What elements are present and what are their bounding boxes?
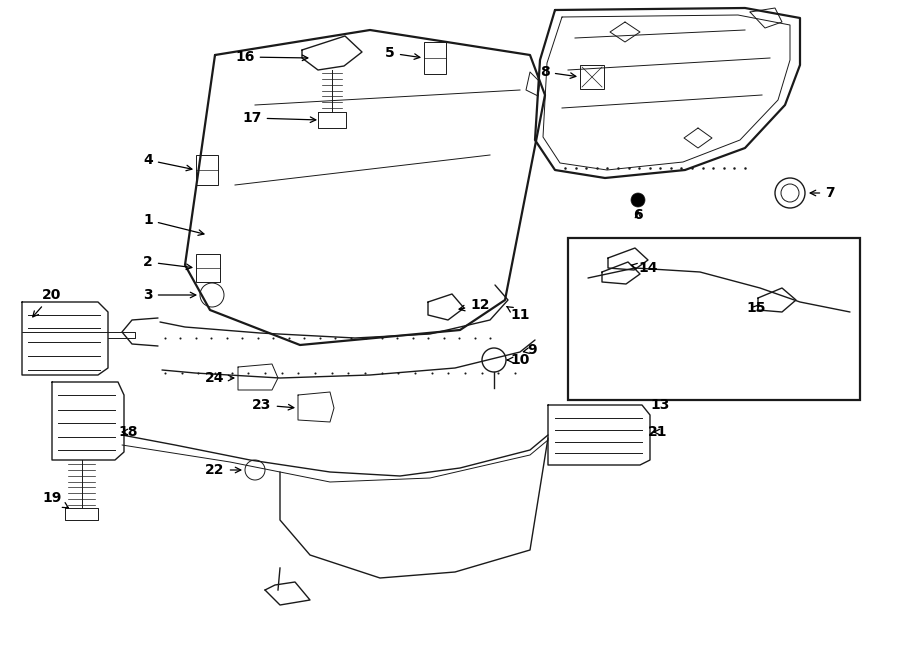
Text: 18: 18 [118, 425, 138, 439]
Bar [196, 155, 218, 185]
Text: 19: 19 [42, 491, 68, 508]
Text: 10: 10 [507, 353, 530, 367]
Text: 13: 13 [651, 398, 670, 412]
Text: 2: 2 [143, 255, 192, 270]
Text: 9: 9 [524, 343, 536, 357]
Bar [424, 42, 446, 74]
Text: 5: 5 [385, 46, 420, 60]
Text: 3: 3 [143, 288, 196, 302]
Text: 14: 14 [632, 261, 658, 275]
Text: 17: 17 [242, 111, 316, 125]
Text: 20: 20 [32, 288, 62, 317]
Text: 15: 15 [746, 301, 766, 315]
Text: 22: 22 [205, 463, 241, 477]
Bar [580, 65, 604, 89]
Text: 11: 11 [507, 307, 530, 322]
Text: 16: 16 [235, 50, 308, 64]
Text: 1: 1 [143, 213, 204, 235]
Circle shape [631, 193, 645, 207]
Text: 4: 4 [143, 153, 192, 171]
Text: 24: 24 [205, 371, 234, 385]
Text: 8: 8 [540, 65, 576, 79]
Text: 21: 21 [648, 425, 668, 439]
Circle shape [775, 178, 805, 208]
Bar [196, 254, 220, 282]
Text: 12: 12 [459, 298, 490, 312]
Text: 7: 7 [810, 186, 835, 200]
Text: 6: 6 [634, 208, 643, 222]
Text: 23: 23 [252, 398, 293, 412]
Bar [568, 238, 860, 400]
